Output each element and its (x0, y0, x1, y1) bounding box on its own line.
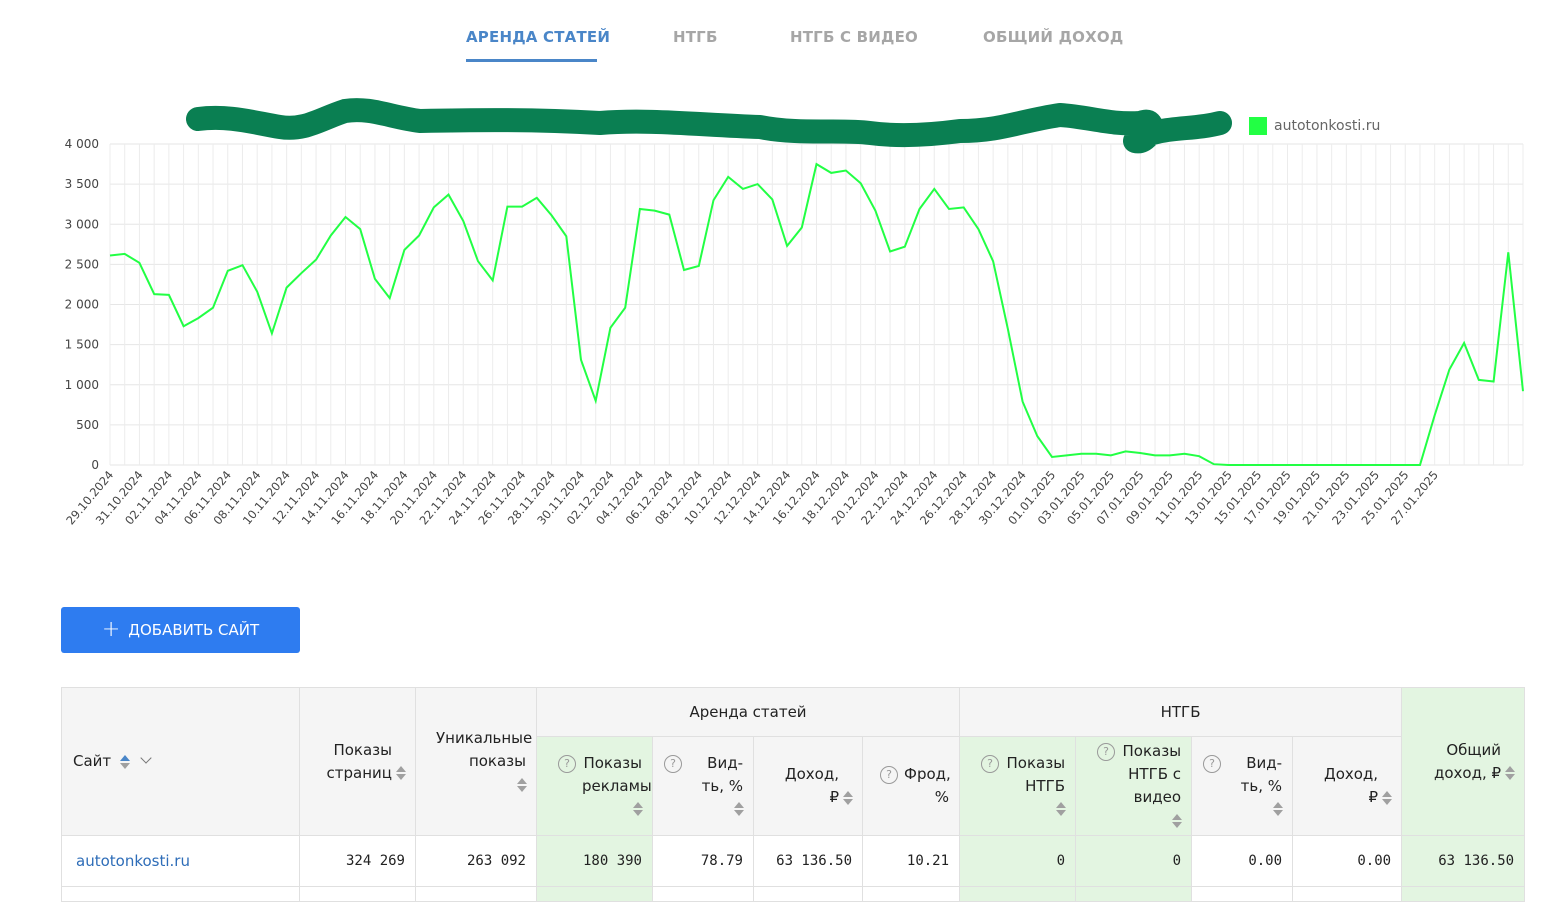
x-axis: 29.10.202431.10.202402.11.202404.11.2024… (63, 468, 1441, 527)
sort-icon[interactable] (396, 764, 406, 782)
cell-ntgb-video-views: 0 (1075, 835, 1193, 887)
col-unique-views[interactable]: Уникальные показы (415, 687, 537, 836)
col-ad-views[interactable]: ? Показы рекламы (536, 736, 653, 836)
col-income[interactable]: Доход, ₽ (753, 736, 863, 836)
cell-empty (61, 886, 300, 902)
help-icon[interactable]: ? (1097, 743, 1116, 761)
add-site-label: ДОБАВИТЬ САЙТ (128, 621, 260, 639)
col-ntgb-income-label: Доход, ₽ (1323, 765, 1379, 806)
col-visibility[interactable]: ? Вид-ть, % (652, 736, 754, 836)
help-icon[interactable]: ? (664, 754, 682, 773)
y-axis: 4 000 3 500 3 000 2 500 2 000 1 500 1 000 500 0 (65, 137, 99, 472)
cell-ntgb-views: 0 (959, 835, 1077, 887)
y-tick-label: 2 500 (65, 257, 99, 271)
col-page-views-label: Показы страниц (326, 740, 392, 782)
col-site[interactable]: Сайт (61, 687, 300, 836)
col-total-income[interactable]: Общий доход, ₽ (1401, 687, 1526, 836)
cell-empty (1292, 886, 1403, 902)
sort-icon[interactable] (1056, 800, 1067, 818)
sort-icon[interactable] (1172, 812, 1183, 830)
tab-total-income[interactable]: ОБЩИЙ ДОХОД (983, 28, 1124, 46)
cell-total-income: 63 136.50 (1401, 835, 1526, 887)
cell-ad-views: 180 390 (536, 835, 653, 887)
y-tick-label: 3 000 (65, 217, 99, 231)
col-ad-views-label: Показы рекламы (582, 753, 652, 795)
group-article-rent: Аренда статей (535, 687, 961, 737)
table-row: autotonkosti.ru 324 269 263 092 180 390 … (61, 835, 1526, 887)
y-tick-label: 2 000 (65, 298, 99, 312)
y-tick-label: 4 000 (65, 137, 99, 151)
col-income-label: Доход, ₽ (784, 765, 839, 806)
help-icon[interactable]: ? (981, 754, 1000, 773)
cell-empty (753, 886, 863, 902)
col-fraud-label: Фрод, % (904, 765, 951, 806)
sort-icon[interactable] (119, 753, 130, 771)
help-icon[interactable]: ? (880, 766, 899, 784)
cell-empty (536, 886, 653, 902)
sort-icon[interactable] (843, 789, 853, 807)
site-link[interactable]: autotonkosti.ru (61, 835, 300, 887)
cell-visibility: 78.79 (652, 835, 754, 887)
cell-empty (415, 886, 537, 902)
col-page-views[interactable]: Показы страниц (299, 687, 416, 836)
col-site-label: Сайт (73, 752, 112, 770)
sort-icon[interactable] (1273, 800, 1284, 818)
add-site-button[interactable]: + ДОБАВИТЬ САЙТ (61, 607, 300, 653)
tab-ntgb-video[interactable]: НТГБ С ВИДЕО (790, 28, 918, 46)
plus-icon: + (101, 617, 121, 642)
sort-icon[interactable] (633, 800, 643, 818)
col-visibility-label: Вид-ть, % (701, 753, 743, 795)
redaction-scribble (186, 98, 1232, 154)
tab-bar: АРЕНДА СТАТЕЙ НТГБ НТГБ С ВИДЕО ОБЩИЙ ДО… (0, 28, 1541, 68)
legend-swatch (1249, 117, 1267, 135)
col-ntgb-visibility[interactable]: ? Вид-ть, % (1191, 736, 1294, 836)
cell-fraud: 10.21 (861, 835, 961, 887)
y-tick-label: 500 (76, 418, 99, 432)
table-row (61, 886, 1526, 902)
col-unique-views-label: Уникальные показы (436, 729, 533, 770)
legend-label: autotonkosti.ru (1274, 118, 1380, 134)
cell-ntgb-visibility: 0.00 (1191, 835, 1294, 887)
y-tick-label: 1 000 (65, 378, 99, 392)
active-tab-indicator (466, 59, 597, 62)
sort-icon[interactable] (1382, 789, 1393, 807)
chart-legend: autotonkosti.ru (1249, 117, 1380, 135)
help-icon[interactable]: ? (1203, 754, 1222, 773)
sort-icon[interactable] (517, 776, 527, 794)
group-ntgb: НТГБ (959, 687, 1403, 737)
col-total-income-label: Общий доход, ₽ (1434, 740, 1502, 782)
cell-empty (1401, 886, 1526, 902)
y-tick-label: 1 500 (65, 338, 99, 352)
col-ntgb-views-label: Показы НТГБ (1006, 753, 1066, 795)
tab-ntgb[interactable]: НТГБ (673, 28, 718, 46)
col-fraud[interactable]: ? Фрод, % (861, 736, 961, 836)
cell-unique-views: 263 092 (415, 835, 537, 887)
col-ntgb-video-views[interactable]: ? Показы НТГБ с видео (1075, 736, 1193, 836)
cell-ntgb-income: 0.00 (1292, 835, 1403, 887)
sort-icon[interactable] (734, 800, 744, 818)
chart-grid (109, 143, 1524, 466)
col-ntgb-income[interactable]: Доход, ₽ (1292, 736, 1403, 836)
cell-empty (652, 886, 754, 902)
cell-empty (861, 886, 961, 902)
sites-table: Сайт Показы страниц Уникальные показы Ар… (61, 687, 1526, 902)
cell-income: 63 136.50 (753, 835, 863, 887)
cell-empty (1075, 886, 1193, 902)
col-ntgb-video-views-label: Показы НТГБ с видео (1122, 742, 1182, 806)
cell-empty (299, 886, 416, 902)
tab-article-rent[interactable]: АРЕНДА СТАТЕЙ (466, 28, 611, 46)
col-ntgb-views[interactable]: ? Показы НТГБ (959, 736, 1077, 836)
series-line-autotonkosti (109, 162, 1524, 466)
chevron-down-icon[interactable] (140, 752, 152, 764)
col-ntgb-visibility-label: Вид-ть, % (1240, 753, 1283, 795)
y-tick-label: 3 500 (65, 177, 99, 191)
cell-page-views: 324 269 (299, 835, 416, 887)
cell-empty (1191, 886, 1294, 902)
help-icon[interactable]: ? (558, 754, 576, 773)
sort-icon[interactable] (1505, 764, 1516, 782)
y-tick-label: 0 (91, 458, 99, 472)
cell-empty (959, 886, 1077, 902)
